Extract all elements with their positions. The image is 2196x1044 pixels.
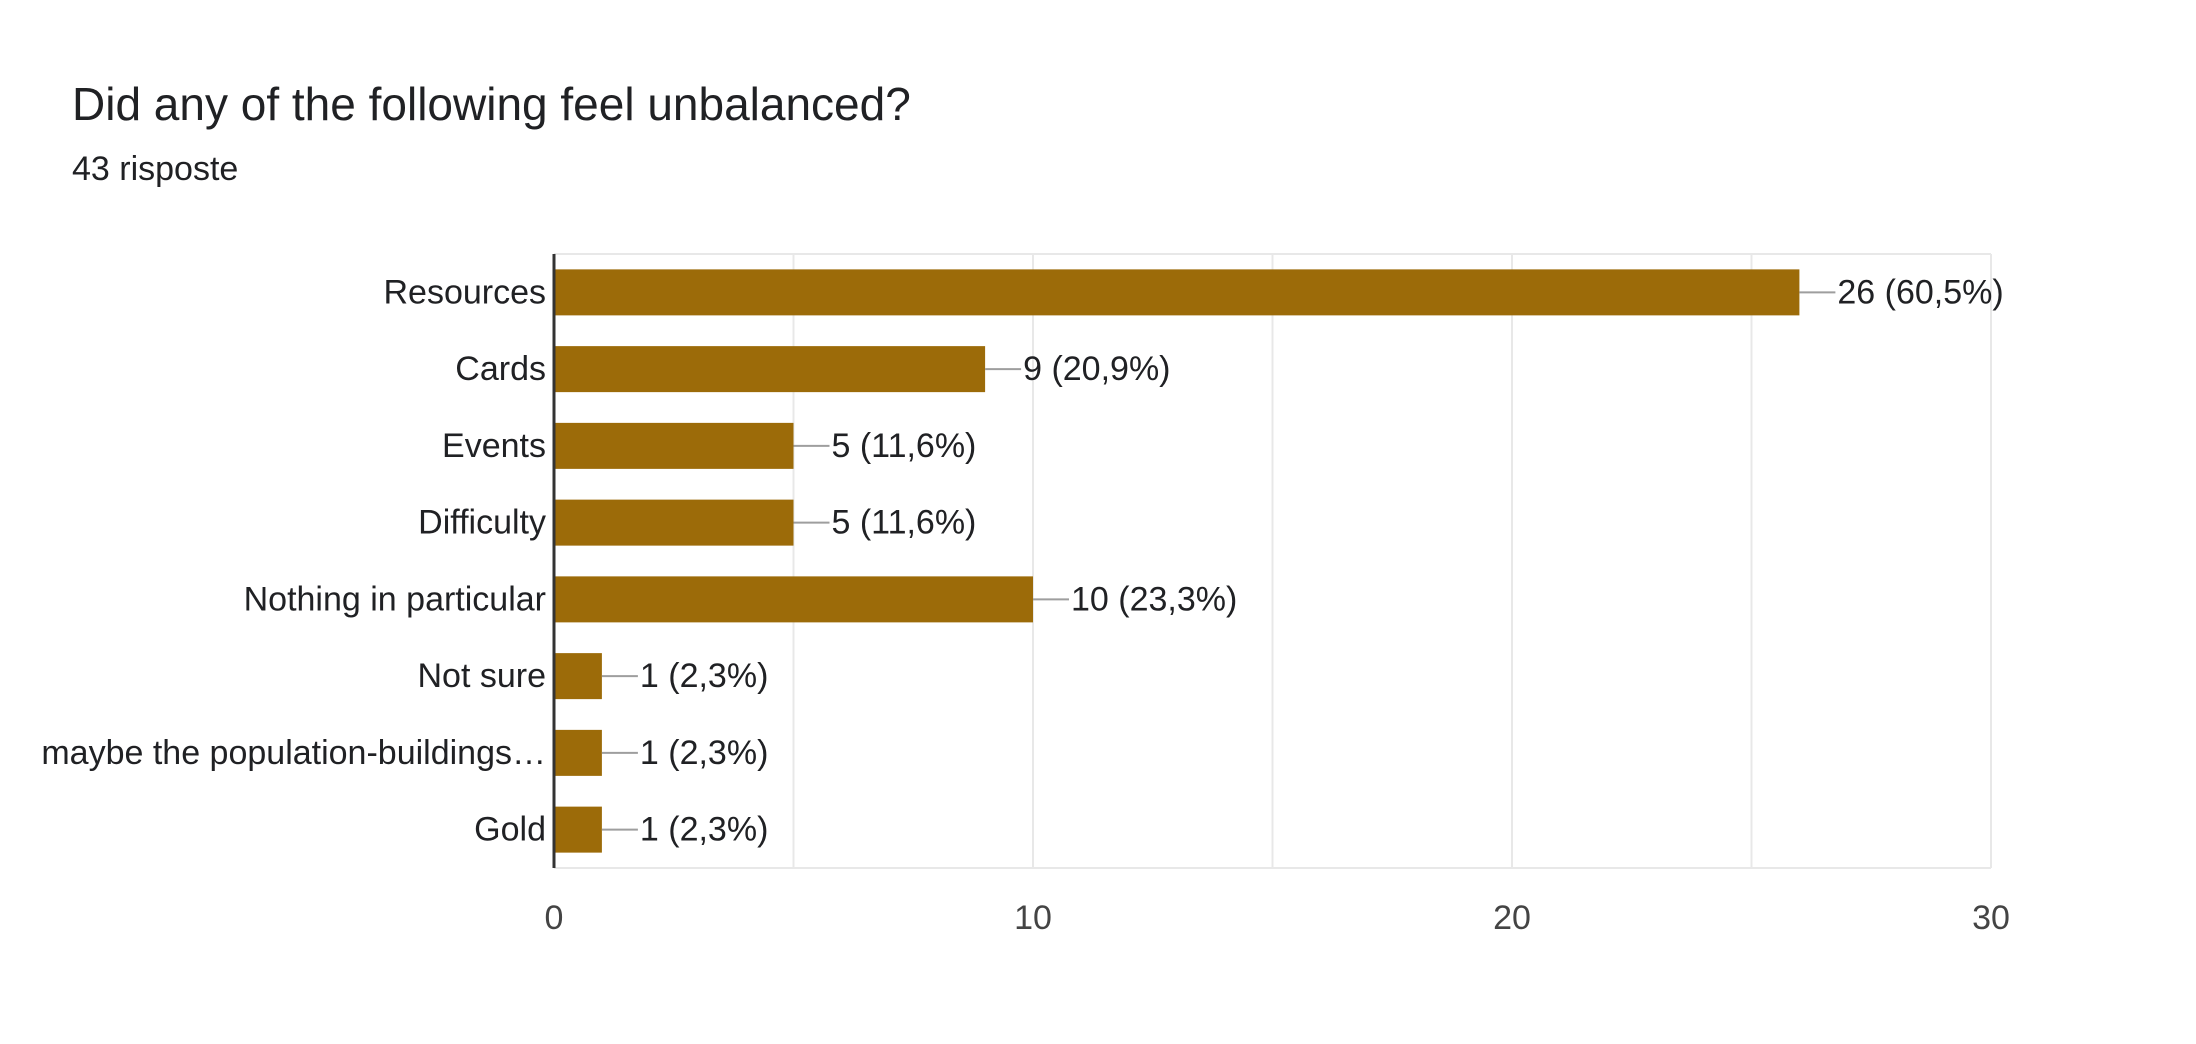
data-label: 26 (60,5%) [1837, 273, 2003, 311]
bar [554, 269, 1800, 316]
chart-title: Did any of the following feel unbalanced… [72, 78, 911, 130]
bar [554, 499, 794, 546]
response-count: 43 risposte [72, 150, 239, 188]
data-label: 1 (2,3%) [640, 734, 769, 772]
data-label: 5 (11,6%) [832, 427, 977, 465]
data-label: 1 (2,3%) [640, 657, 769, 695]
x-tick-label: 30 [1972, 899, 2010, 937]
bar [554, 653, 602, 700]
category-label: maybe the population-buildings… [41, 734, 546, 772]
category-label: Cards [455, 350, 546, 388]
bar [554, 346, 986, 393]
category-label: Gold [474, 811, 546, 849]
category-label: Resources [383, 273, 546, 311]
x-tick-label: 0 [545, 899, 564, 937]
data-label: 5 (11,6%) [832, 504, 977, 542]
category-label: Events [442, 427, 546, 465]
data-label: 1 (2,3%) [640, 811, 769, 849]
x-tick-label: 10 [1014, 899, 1052, 937]
bar [554, 806, 602, 853]
category-label: Nothing in particular [244, 580, 546, 618]
data-label: 9 (20,9%) [1023, 350, 1170, 388]
bar [554, 729, 602, 776]
data-label: 10 (23,3%) [1071, 580, 1237, 618]
bar [554, 422, 794, 469]
x-tick-label: 20 [1493, 899, 1531, 937]
bar [554, 576, 1033, 623]
category-label: Difficulty [418, 504, 546, 542]
category-label: Not sure [418, 657, 547, 695]
